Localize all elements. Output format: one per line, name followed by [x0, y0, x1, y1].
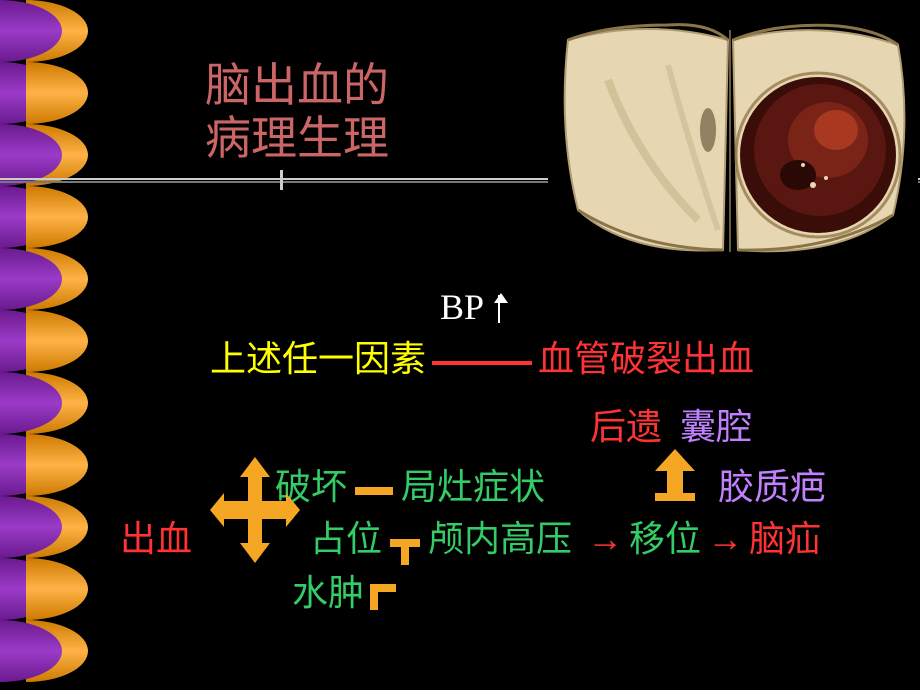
destroy-line: 破坏局灶症状: [275, 460, 545, 514]
bp-line: BP: [440, 280, 500, 334]
up-arrow-shape: [645, 445, 705, 505]
decorative-helix: [0, 0, 95, 690]
edema-text: 水肿: [292, 573, 364, 613]
focal-text: 局灶症状: [401, 467, 545, 507]
icp-text: 颅内高压: [428, 519, 572, 559]
hernia-text: 脑疝: [749, 519, 821, 559]
factor-right: 血管破裂出血: [538, 339, 754, 379]
occupy-text: 占位: [310, 519, 382, 559]
arrow-icon: →: [587, 512, 623, 566]
hbar-icon: [355, 487, 393, 495]
residue-right: 囊腔: [680, 407, 752, 447]
gliosis-text: 胶质疤: [718, 467, 826, 507]
main-chain-line: 出血 占位颅内高压 →移位→脑疝: [120, 512, 821, 566]
slide-title: 脑出血的 病理生理: [205, 60, 389, 166]
brain-hemorrhage-image: [548, 10, 918, 268]
title-line-2: 病理生理: [205, 113, 389, 166]
up-arrow-icon: [498, 295, 500, 323]
factor-line: 上述任一因素 血管破裂出血: [210, 332, 754, 386]
arrow-icon-2: →: [707, 512, 743, 566]
bp-text: BP: [440, 287, 483, 327]
factor-left: 上述任一因素: [210, 339, 426, 379]
connector-dash: [432, 361, 532, 365]
shift-text: 移位: [629, 519, 701, 559]
residue-left: 后遗: [590, 407, 662, 447]
title-line-1: 脑出血的: [205, 60, 389, 113]
jbar-icon: [370, 584, 396, 610]
brain-svg: [548, 10, 918, 268]
edema-line: 水肿: [292, 566, 396, 620]
bleed-text: 出血: [120, 519, 192, 559]
gliosis-text-row: 胶质疤: [718, 460, 826, 514]
